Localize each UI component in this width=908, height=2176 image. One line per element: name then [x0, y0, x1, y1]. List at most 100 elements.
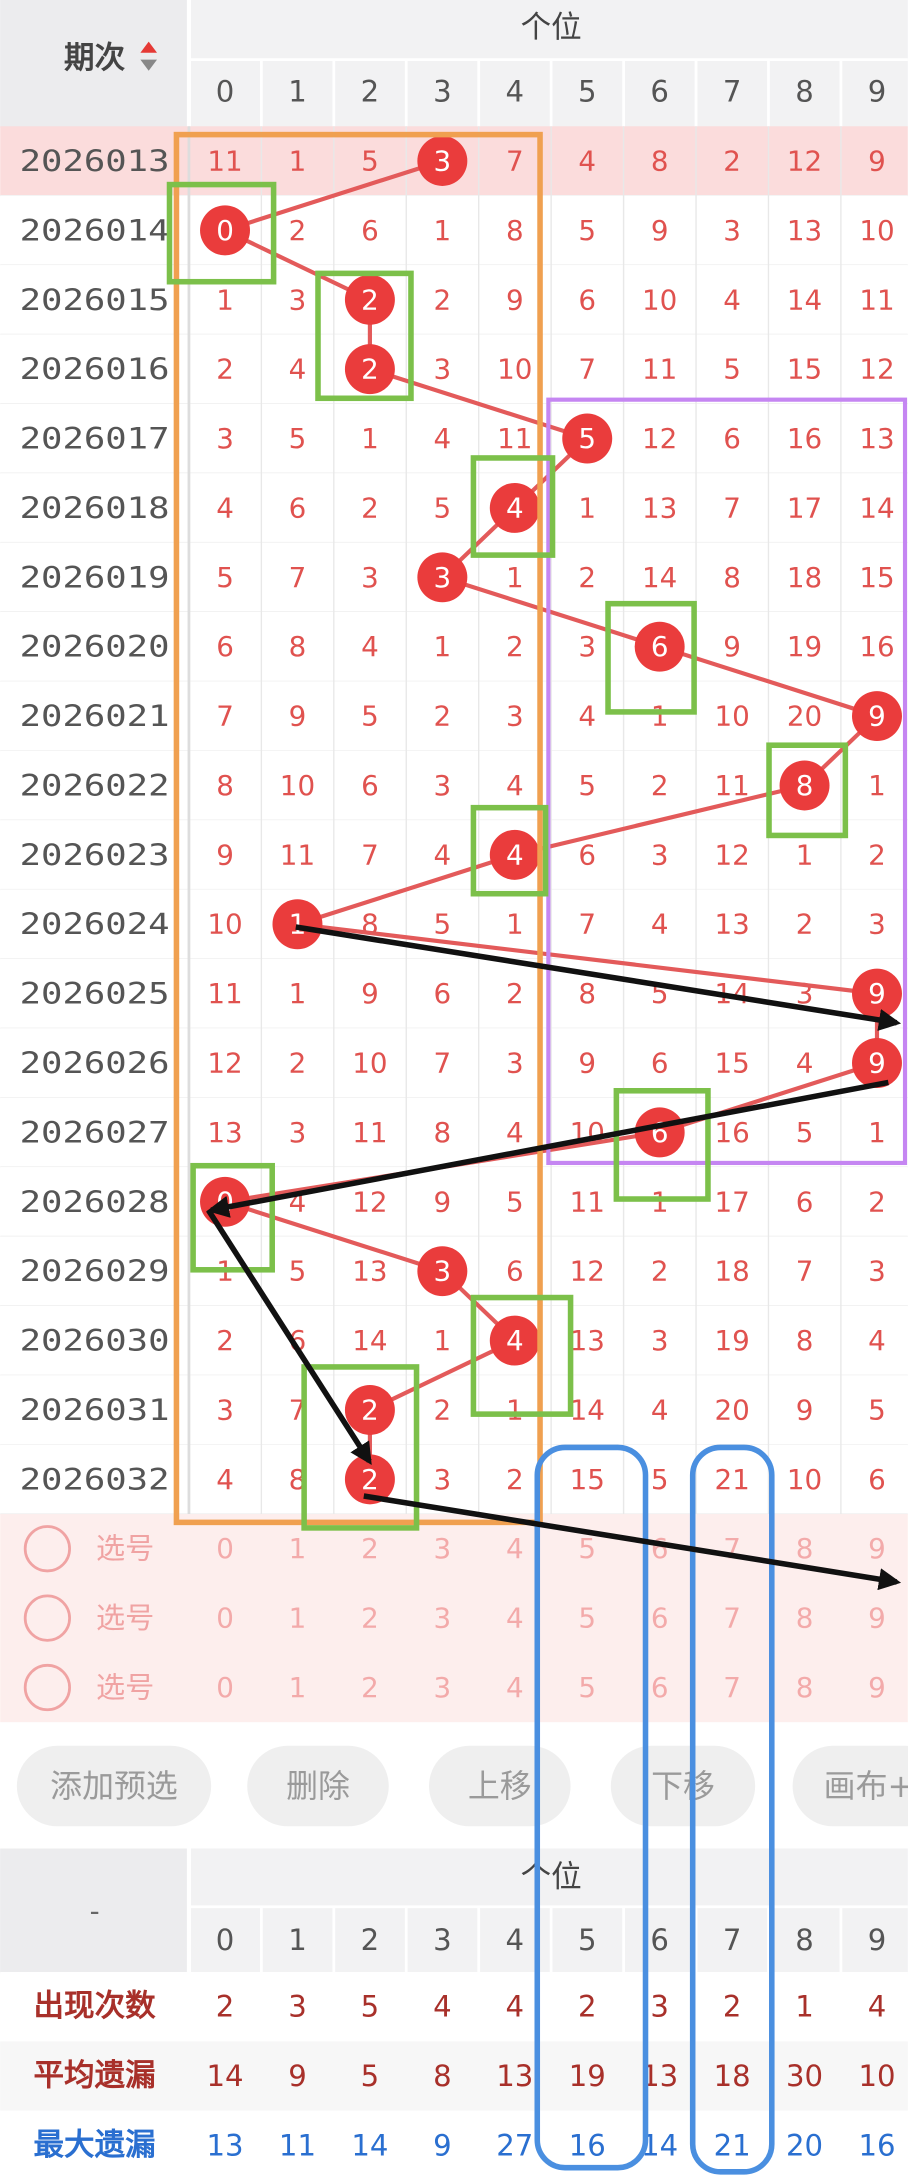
- select-digit: 0: [216, 1532, 234, 1565]
- miss-count: 17: [714, 1185, 749, 1218]
- stats-value: 14: [351, 2128, 388, 2162]
- stats-row-bg: [0, 1972, 908, 2042]
- miss-count: 3: [434, 1463, 452, 1496]
- row-bg: [0, 334, 908, 404]
- miss-count: 3: [723, 214, 741, 247]
- row-bg: [0, 958, 908, 1029]
- select-label: 选号: [96, 1532, 154, 1566]
- miss-count: 18: [714, 1255, 749, 1288]
- miss-count: 4: [434, 422, 452, 455]
- miss-count: 8: [651, 144, 669, 177]
- select-digit: 0: [216, 1671, 234, 1704]
- miss-count: 3: [578, 630, 596, 663]
- miss-count: 8: [723, 561, 741, 594]
- blue-boxes: [534, 1444, 775, 2175]
- miss-count: 13: [787, 214, 822, 247]
- stats-value: 4: [868, 1990, 887, 2024]
- green-box: [190, 1162, 275, 1273]
- stats-digit: 7: [723, 1923, 742, 1957]
- miss-count: 1: [868, 769, 886, 802]
- action-button[interactable]: [247, 1745, 389, 1827]
- select-digit: 1: [289, 1532, 307, 1565]
- period: 2026015: [20, 283, 170, 317]
- miss-count: 3: [868, 908, 886, 941]
- miss-count: 7: [578, 353, 596, 386]
- miss-count: 2: [434, 1393, 452, 1426]
- miss-count: 5: [578, 769, 596, 802]
- miss-count: 2: [651, 1255, 669, 1288]
- miss-count: 9: [651, 214, 669, 247]
- select-digit: 6: [651, 1602, 669, 1635]
- select-label: 选号: [96, 1601, 154, 1635]
- action-button[interactable]: [792, 1745, 908, 1827]
- hit-digit: 0: [216, 214, 234, 247]
- digit-header: 6: [650, 75, 669, 109]
- miss-count: 10: [280, 769, 315, 802]
- period: 2026027: [20, 1115, 170, 1149]
- hit-ball: [489, 1315, 540, 1366]
- select-digit: 8: [796, 1532, 814, 1565]
- miss-count: 6: [868, 1463, 886, 1496]
- hit-ball: [272, 899, 323, 950]
- miss-count: 4: [651, 1393, 669, 1426]
- button-label: 上移: [468, 1767, 532, 1805]
- hit-ball: [344, 344, 395, 395]
- miss-count: 4: [506, 1116, 524, 1149]
- stats-value: 4: [506, 1990, 525, 2024]
- blue-box: [689, 1444, 775, 2175]
- miss-count: 16: [714, 1116, 749, 1149]
- hit-digit: 2: [361, 1463, 379, 1496]
- stats-value: 2: [723, 1990, 742, 2024]
- period: 2026018: [20, 491, 170, 525]
- miss-count: 6: [361, 214, 379, 247]
- period: 2026021: [20, 699, 170, 733]
- group-title: 个位: [521, 10, 582, 45]
- hit-digit: 3: [434, 144, 452, 177]
- period: 2026028: [20, 1185, 170, 1219]
- miss-count: 4: [434, 838, 452, 871]
- miss-count: 3: [434, 769, 452, 802]
- miss-count: 6: [578, 283, 596, 316]
- miss-count: 4: [216, 1463, 234, 1496]
- hit-digit: 3: [434, 1255, 452, 1288]
- miss-count: 13: [642, 491, 677, 524]
- select-radio: [23, 1594, 71, 1642]
- miss-count: 4: [868, 1324, 886, 1357]
- select-digit: 5: [578, 1602, 596, 1635]
- stats-value: 13: [206, 2128, 243, 2162]
- miss-count: 3: [506, 700, 524, 733]
- digit-header: 7: [723, 75, 742, 109]
- miss-count: 12: [207, 1047, 242, 1080]
- miss-count: 2: [289, 214, 307, 247]
- miss-count: 7: [434, 1047, 452, 1080]
- action-button[interactable]: [16, 1745, 212, 1827]
- miss-count: 14: [352, 1324, 387, 1357]
- period: 2026016: [20, 352, 170, 386]
- hit-ball: [344, 1384, 395, 1435]
- row-bg: [0, 473, 908, 543]
- hit-digit: 9: [868, 1047, 886, 1080]
- miss-count: 13: [570, 1324, 605, 1357]
- select-digit: 1: [289, 1602, 307, 1635]
- row-bg: [0, 265, 908, 335]
- miss-count: 16: [787, 422, 822, 455]
- miss-count: 13: [714, 908, 749, 941]
- digit-header: 9: [868, 75, 887, 109]
- select-digit: 4: [506, 1532, 524, 1565]
- hit-digit: 4: [506, 491, 524, 524]
- hit-digit: 8: [796, 769, 814, 802]
- stats-value: 11: [279, 2128, 316, 2162]
- stats-value: 16: [858, 2128, 895, 2162]
- miss-count: 11: [280, 838, 315, 871]
- digit-header: 4: [506, 75, 525, 109]
- miss-count: 14: [787, 283, 822, 316]
- stats-label: 平均遗漏: [34, 2059, 156, 2094]
- miss-count: 5: [361, 700, 379, 733]
- miss-count: 5: [796, 1116, 814, 1149]
- period: 2026029: [20, 1254, 170, 1288]
- stats-digit: 5: [578, 1923, 597, 1957]
- miss-count: 7: [216, 700, 234, 733]
- miss-count: 9: [289, 700, 307, 733]
- sort-label: 期次: [64, 41, 126, 76]
- miss-count: 1: [651, 700, 669, 733]
